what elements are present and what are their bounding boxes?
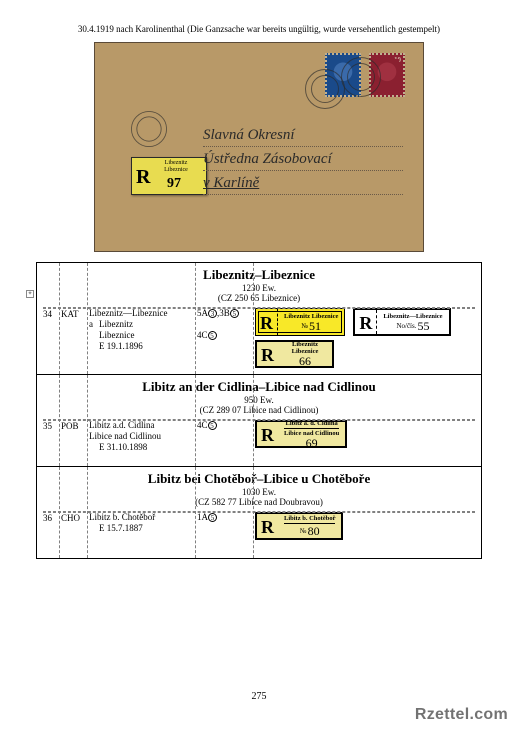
entry-codes: 4C5 xyxy=(197,420,255,431)
r-label: R Libeznitz—LibezniceNo/čís.55 xyxy=(353,308,450,336)
section-cz-code: (CZ 250 65 Libeznice) xyxy=(43,293,475,303)
entry-codes: 1A5 xyxy=(197,512,255,523)
catalog-table: Libeznitz–Libeznice1230 Ew.(CZ 250 65 Li… xyxy=(36,262,482,559)
catalog-section: Libeznitz–Libeznice1230 Ew.(CZ 250 65 Li… xyxy=(37,263,481,375)
watermark: Rzettel.com xyxy=(415,706,508,724)
catalog-entry: 34KATLibeznitz—LibezniceaLibeznitzLibezn… xyxy=(43,308,475,368)
postcard-image: 10 R Libeznitz Libeznice 97 Slavná Okres… xyxy=(94,42,424,252)
registration-label: R Libeznitz Libeznice 97 xyxy=(131,157,207,195)
postmark-icon xyxy=(341,57,381,97)
entry-names: Libitz b. ChotěbořE 15.7.1887 xyxy=(89,512,197,534)
entry-index: 35 xyxy=(43,420,61,431)
entry-index: 34 xyxy=(43,308,61,319)
entry-region: POB xyxy=(61,420,89,431)
catalog-entry: 36CHOLibitz b. ChotěbořE 15.7.18871A5 R … xyxy=(43,512,475,552)
r-label: R Libitz a. d. CidlinaLibice nad Cidlino… xyxy=(255,420,347,448)
catalog-section: Libitz bei Chotěboř–Libice u Chotěboře10… xyxy=(37,467,481,558)
page-number: 275 xyxy=(0,691,518,702)
entry-codes: 5A3,3B5 4C5 xyxy=(197,308,255,341)
r-label: R Libeznitz Libeznice№51 xyxy=(255,308,345,336)
r-label: R LibeznitzLibeznice66 xyxy=(255,340,334,368)
entry-region: CHO xyxy=(61,512,89,523)
entry-index: 36 xyxy=(43,512,61,523)
r-label: R Libitz b. Chotěboř№80 xyxy=(255,512,343,540)
entry-region: KAT xyxy=(61,308,89,319)
entry-names: Libeznitz—LibezniceaLibeznitzLibezniceE … xyxy=(89,308,197,352)
stamp-value: 10 xyxy=(394,56,401,64)
section-title: Libeznitz–Libeznice xyxy=(43,267,475,283)
section-cz-code: (CZ 289 07 Libice nad Cidlinou) xyxy=(43,405,475,415)
catalog-entry: 35POBLibitz a.d. CidlinaLibice nad Cidli… xyxy=(43,420,475,460)
table-anchor-icon: ✦ xyxy=(26,290,34,298)
section-population: 950 Ew. xyxy=(43,395,475,405)
section-cz-code: (CZ 582 77 Libice nad Doubravou) xyxy=(43,497,475,507)
catalog-section: Libitz an der Cidlina–Libice nad Cidlino… xyxy=(37,375,481,467)
entry-labels: R Libitz a. d. CidlinaLibice nad Cidlino… xyxy=(255,420,475,448)
postmark-icon xyxy=(131,111,167,147)
page-caption: 30.4.1919 nach Karolinenthal (Die Ganzsa… xyxy=(36,24,482,34)
entry-names: Libitz a.d. CidlinaLibice nad CidlinouE … xyxy=(89,420,197,453)
handwritten-address: Slavná Okresní Ústředna Zásobovací v Kar… xyxy=(203,123,403,195)
entry-labels: R Libitz b. Chotěboř№80 xyxy=(255,512,475,540)
section-population: 1030 Ew. xyxy=(43,487,475,497)
section-title: Libitz bei Chotěboř–Libice u Chotěboře xyxy=(43,471,475,487)
entry-labels: R Libeznitz Libeznice№51 R Libeznitz—Lib… xyxy=(255,308,475,368)
section-title: Libitz an der Cidlina–Libice nad Cidlino… xyxy=(43,379,475,395)
postmark-icon xyxy=(305,69,345,109)
section-population: 1230 Ew. xyxy=(43,283,475,293)
